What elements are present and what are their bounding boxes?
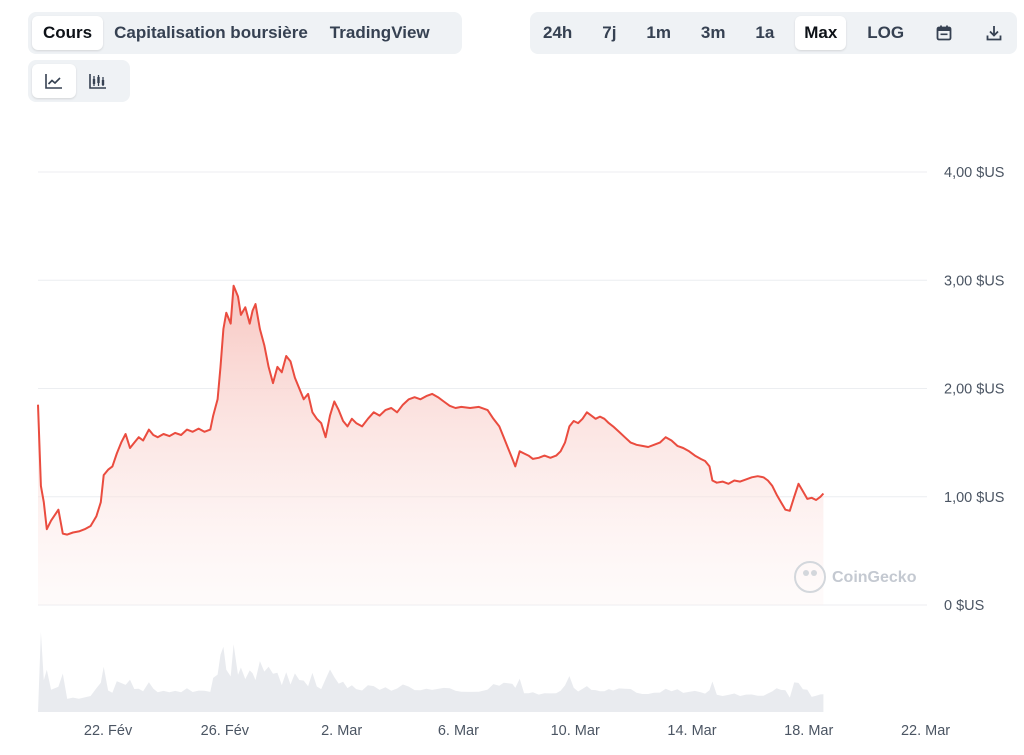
time-range-selector: 24h 7j 1m 3m 1a Max LOG bbox=[530, 12, 1017, 54]
x-tick-label: 22. Fév bbox=[84, 723, 133, 739]
price-line[interactable] bbox=[37, 284, 825, 536]
y-axis: 4,00 $US 3,00 $US 2,00 $US 1,00 $US 0 $US bbox=[944, 165, 1004, 614]
x-tick-label: 18. Mar bbox=[784, 723, 833, 739]
volume-area bbox=[38, 632, 824, 712]
y-tick-label: 1,00 $US bbox=[944, 490, 1004, 506]
chart-type-selector bbox=[28, 60, 130, 102]
range-1m-button[interactable]: 1m bbox=[646, 23, 671, 42]
tab-tradingview[interactable]: TradingView bbox=[329, 23, 430, 42]
tab-cours[interactable]: Cours bbox=[32, 16, 104, 50]
log-scale-button[interactable]: LOG bbox=[867, 23, 905, 42]
x-tick-label: 26. Fév bbox=[201, 723, 250, 739]
line-chart-icon bbox=[45, 74, 62, 89]
download-button[interactable] bbox=[975, 16, 1013, 50]
calendar-icon bbox=[936, 25, 952, 41]
range-3m-button[interactable]: 3m bbox=[700, 23, 726, 42]
candlestick-chart-button[interactable] bbox=[76, 64, 120, 98]
tab-capitalisation-boursiere[interactable]: Capitalisation boursière bbox=[114, 23, 308, 42]
x-tick-label: 6. Mar bbox=[438, 723, 479, 739]
x-tick-label: 22. Mar bbox=[901, 723, 950, 739]
x-tick-label: 10. Mar bbox=[551, 723, 600, 739]
coingecko-logo-icon bbox=[794, 561, 826, 593]
watermark: CoinGecko bbox=[794, 561, 917, 593]
calendar-button[interactable] bbox=[925, 16, 963, 50]
range-24h-button[interactable]: 24h bbox=[543, 23, 573, 42]
line-chart-button[interactable] bbox=[32, 64, 76, 98]
x-tick-label: 14. Mar bbox=[667, 723, 716, 739]
price-area-fill bbox=[38, 285, 824, 605]
range-1y-button[interactable]: 1a bbox=[755, 23, 775, 42]
x-tick-label: 2. Mar bbox=[321, 723, 362, 739]
metric-tabs: Cours Capitalisation boursière TradingVi… bbox=[28, 12, 462, 54]
candlestick-chart-icon bbox=[89, 74, 106, 89]
y-tick-label: 3,00 $US bbox=[944, 273, 1004, 289]
range-max-button[interactable]: Max bbox=[795, 16, 847, 50]
download-icon bbox=[986, 26, 1002, 41]
range-7d-button[interactable]: 7j bbox=[602, 23, 617, 42]
x-axis: 22. Fév 26. Fév 2. Mar 6. Mar 10. Mar 14. Mar… bbox=[84, 723, 950, 739]
y-tick-label: 4,00 $US bbox=[944, 165, 1004, 181]
y-tick-label: 0 $US bbox=[944, 598, 984, 614]
y-tick-label: 2,00 $US bbox=[944, 382, 1004, 398]
coingecko-watermark: CoinGecko bbox=[832, 569, 917, 586]
